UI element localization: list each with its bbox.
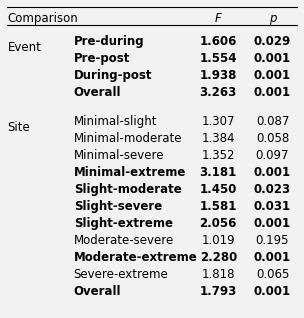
Text: Site: Site	[7, 121, 30, 134]
Text: Minimal-extreme: Minimal-extreme	[74, 166, 186, 179]
Text: 0.001: 0.001	[254, 52, 291, 65]
Text: 1.818: 1.818	[202, 268, 235, 281]
Text: Pre-post: Pre-post	[74, 52, 130, 65]
Text: Pre-during: Pre-during	[74, 35, 144, 48]
Text: Moderate-severe: Moderate-severe	[74, 234, 174, 247]
Text: 1.019: 1.019	[202, 234, 235, 247]
Text: 3.263: 3.263	[200, 86, 237, 99]
Text: 1.307: 1.307	[202, 115, 235, 128]
Text: 0.087: 0.087	[256, 115, 289, 128]
Text: 2.280: 2.280	[200, 251, 237, 264]
Text: Overall: Overall	[74, 86, 121, 99]
Text: 0.001: 0.001	[254, 166, 291, 179]
Text: 0.195: 0.195	[256, 234, 289, 247]
Text: F: F	[215, 12, 222, 25]
Text: 0.023: 0.023	[254, 183, 291, 196]
Text: 1.793: 1.793	[200, 285, 237, 298]
Text: Overall: Overall	[74, 285, 121, 298]
Text: Moderate-extreme: Moderate-extreme	[74, 251, 197, 264]
Text: Slight-severe: Slight-severe	[74, 200, 162, 213]
Text: 0.001: 0.001	[254, 285, 291, 298]
Text: 2.056: 2.056	[200, 217, 237, 230]
Text: 1.581: 1.581	[200, 200, 237, 213]
Text: 0.058: 0.058	[256, 132, 289, 145]
Text: Severe-extreme: Severe-extreme	[74, 268, 168, 281]
Text: Minimal-slight: Minimal-slight	[74, 115, 157, 128]
Text: 1.938: 1.938	[200, 69, 237, 82]
Text: 0.001: 0.001	[254, 86, 291, 99]
Text: Comparison: Comparison	[7, 12, 78, 25]
Text: 0.001: 0.001	[254, 251, 291, 264]
Text: p: p	[269, 12, 276, 25]
Text: During-post: During-post	[74, 69, 152, 82]
Text: Minimal-severe: Minimal-severe	[74, 149, 164, 162]
Text: 0.065: 0.065	[256, 268, 289, 281]
Text: 0.001: 0.001	[254, 69, 291, 82]
Text: Minimal-moderate: Minimal-moderate	[74, 132, 182, 145]
Text: 1.450: 1.450	[200, 183, 237, 196]
Text: 1.352: 1.352	[202, 149, 235, 162]
Text: Slight-moderate: Slight-moderate	[74, 183, 181, 196]
Text: 0.097: 0.097	[256, 149, 289, 162]
Text: 0.031: 0.031	[254, 200, 291, 213]
Text: Slight-extreme: Slight-extreme	[74, 217, 173, 230]
Text: 0.001: 0.001	[254, 217, 291, 230]
Text: Event: Event	[7, 41, 41, 54]
Text: 3.181: 3.181	[200, 166, 237, 179]
Text: 1.554: 1.554	[199, 52, 237, 65]
Text: 1.384: 1.384	[202, 132, 235, 145]
Text: 0.029: 0.029	[254, 35, 291, 48]
Text: 1.606: 1.606	[200, 35, 237, 48]
